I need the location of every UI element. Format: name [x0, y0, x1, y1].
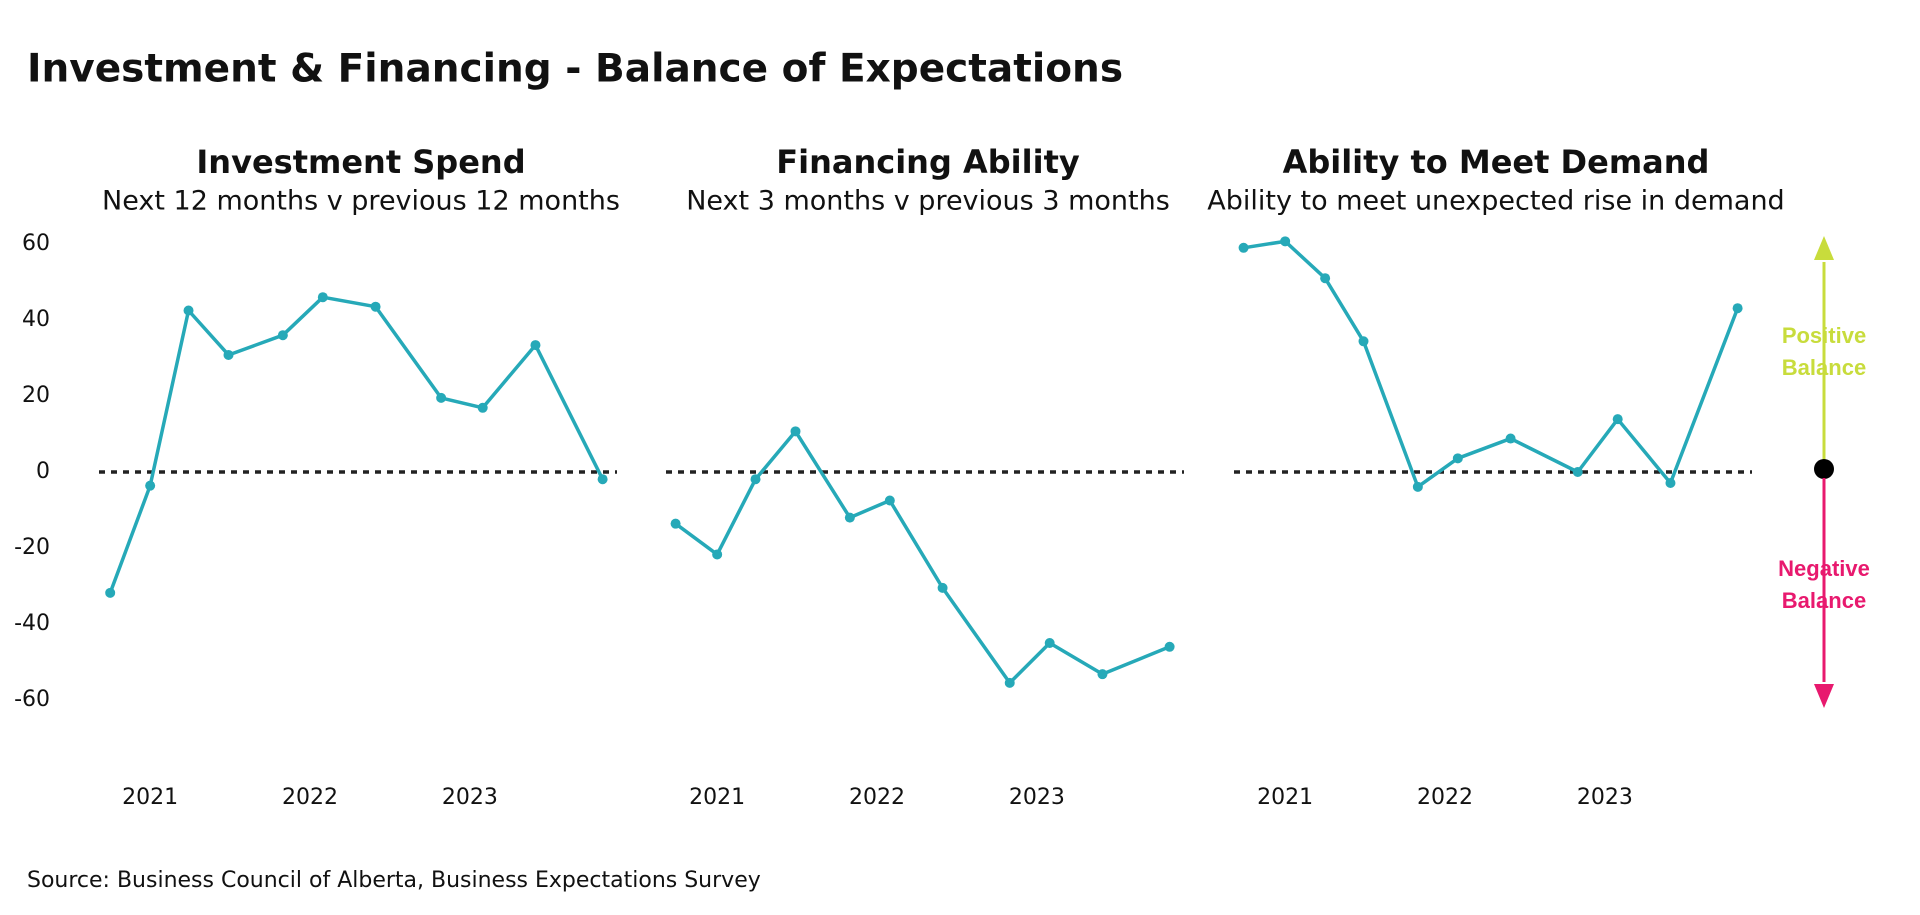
- point: [1412, 481, 1423, 492]
- y-tick-label: -20: [14, 535, 50, 560]
- point: [1097, 669, 1108, 680]
- point: [750, 474, 761, 485]
- point: [105, 587, 116, 598]
- series-line: [1243, 239, 1740, 489]
- point: [1572, 467, 1583, 477]
- x-tick-label: 2022: [1417, 785, 1473, 810]
- positive-label: Positive Balance: [1781, 323, 1867, 380]
- point: [145, 480, 156, 491]
- point: [183, 305, 194, 316]
- y-tick-label: 0: [36, 459, 50, 484]
- point: [1358, 336, 1369, 347]
- x-tick-label: 2023: [1577, 785, 1633, 810]
- x-tick-label: 2023: [442, 785, 498, 810]
- x-tick-label: 2022: [282, 785, 338, 810]
- panel-subtitle: Next 3 months v previous 3 months: [686, 186, 1170, 217]
- series-line: [108, 295, 605, 594]
- point: [937, 582, 948, 593]
- point: [670, 518, 681, 529]
- series-line: [674, 429, 1171, 685]
- panel-subtitle: Ability to meet unexpected rise in deman…: [1207, 186, 1784, 217]
- origin-dot: [1814, 459, 1834, 479]
- point: [844, 512, 855, 523]
- point: [884, 495, 895, 506]
- x-tick-label: 2022: [849, 785, 905, 810]
- point: [1004, 677, 1015, 688]
- point: [370, 301, 381, 312]
- point: [317, 292, 328, 303]
- x-tick-label: 2021: [122, 785, 178, 810]
- point: [1665, 478, 1676, 489]
- x-tick-label: 2023: [1009, 785, 1065, 810]
- point: [1320, 273, 1331, 284]
- x-tick-label: 2021: [689, 785, 745, 810]
- panel-title: Financing Ability: [776, 143, 1080, 181]
- y-tick-label: 20: [22, 383, 50, 408]
- point: [1280, 236, 1291, 247]
- negative-arrowhead: [1814, 684, 1834, 708]
- panel-title: Investment Spend: [196, 143, 525, 181]
- panel-subtitle: Next 12 months v previous 12 months: [102, 186, 620, 217]
- point: [1044, 638, 1055, 648]
- y-tick-label: 60: [22, 231, 50, 256]
- source: Source: Business Council of Alberta, Bus…: [27, 868, 761, 893]
- panel-title: Ability to Meet Demand: [1283, 143, 1710, 181]
- point: [530, 340, 541, 351]
- y-tick-label: -60: [14, 687, 50, 712]
- point: [712, 549, 723, 560]
- point: [436, 392, 447, 403]
- point: [223, 349, 234, 360]
- positive-arrowhead: [1814, 236, 1834, 260]
- y-tick-label: 40: [22, 307, 50, 332]
- x-tick-label: 2021: [1257, 785, 1313, 810]
- point: [1505, 433, 1516, 444]
- main-title: Investment & Financing - Balance of Expe…: [27, 47, 1123, 92]
- point: [597, 474, 608, 485]
- point: [477, 402, 488, 413]
- y-tick-label: -40: [14, 611, 50, 636]
- point: [1164, 641, 1175, 652]
- point: [1452, 453, 1463, 464]
- point: [277, 330, 288, 341]
- point: [1612, 414, 1623, 425]
- point: [1732, 303, 1743, 314]
- point: [790, 426, 801, 437]
- negative-label: Negative Balance: [1778, 556, 1870, 613]
- point: [1238, 242, 1249, 253]
